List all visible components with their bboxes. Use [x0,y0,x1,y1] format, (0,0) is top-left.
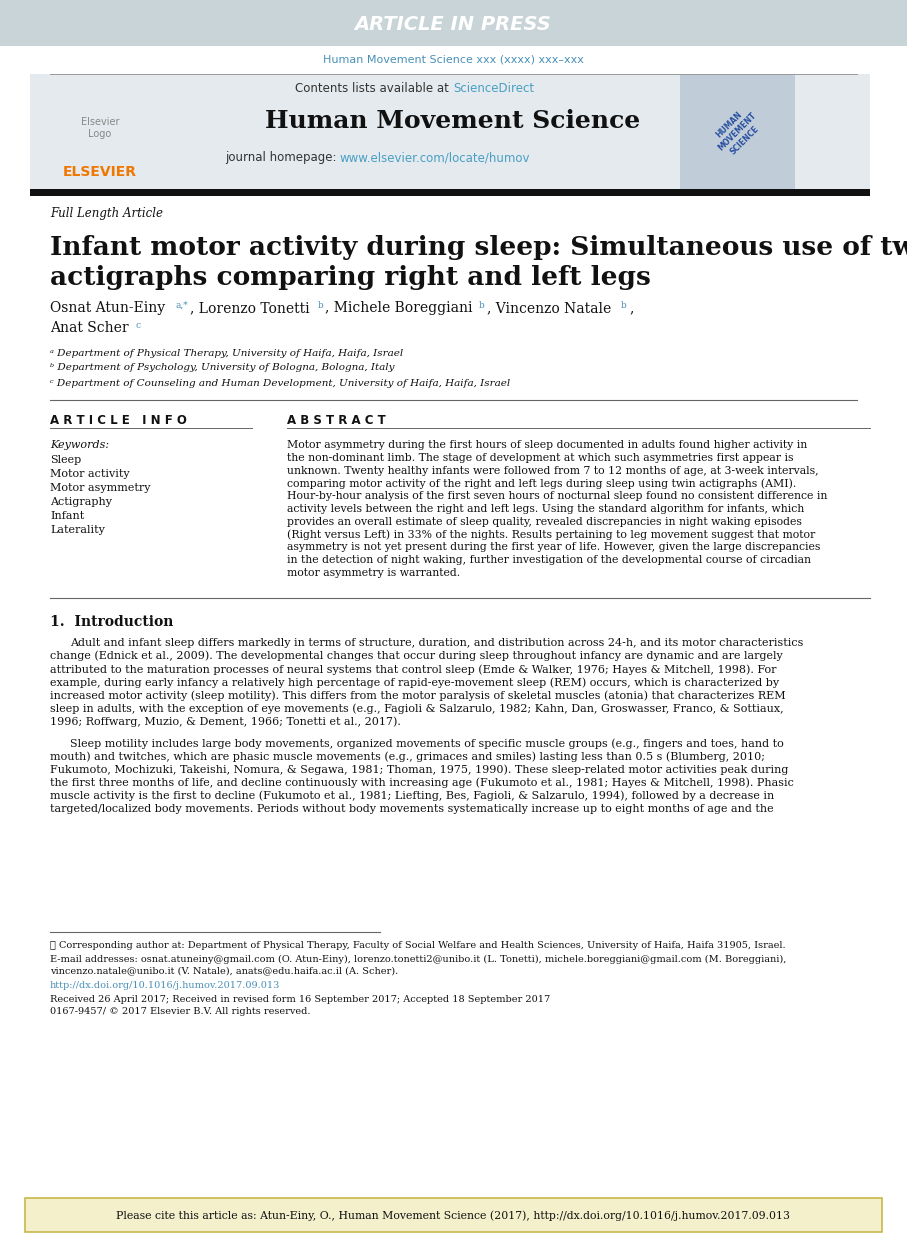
Text: targeted/localized body movements. Periods without body movements systematically: targeted/localized body movements. Perio… [50,805,774,815]
Text: Sleep: Sleep [50,456,82,465]
Text: Human Movement Science xxx (xxxx) xxx–xxx: Human Movement Science xxx (xxxx) xxx–xx… [323,54,583,66]
Text: Infant: Infant [50,511,84,521]
Text: Motor activity: Motor activity [50,469,130,479]
Text: A R T I C L E   I N F O: A R T I C L E I N F O [50,413,187,427]
Text: comparing motor activity of the right and left legs during sleep using twin acti: comparing motor activity of the right an… [287,478,796,489]
Bar [30,189,870,196]
Text: Human Movement Science: Human Movement Science [266,109,640,132]
Text: 0167-9457/ © 2017 Elsevier B.V. All rights reserved.: 0167-9457/ © 2017 Elsevier B.V. All righ… [50,1008,310,1016]
Text: vincenzo.natale@unibo.it (V. Natale), anats@edu.haifa.ac.il (A. Scher).: vincenzo.natale@unibo.it (V. Natale), an… [50,967,398,976]
Text: Please cite this article as: Atun-Einy, O., Human Movement Science (2017), http:: Please cite this article as: Atun-Einy, … [116,1211,790,1221]
Text: Motor asymmetry during the first hours of sleep documented in adults found highe: Motor asymmetry during the first hours o… [287,439,807,449]
Text: 1.  Introduction: 1. Introduction [50,615,173,629]
Text: journal homepage:: journal homepage: [225,151,340,165]
Text: muscle activity is the first to decline (Fukumoto et al., 1981; Liefting, Bes, F: muscle activity is the first to decline … [50,791,775,801]
Text: Sleep motility includes large body movements, organized movements of specific mu: Sleep motility includes large body movem… [70,738,784,749]
Text: b: b [479,301,484,310]
Text: Fukumoto, Mochizuki, Takeishi, Nomura, & Segawa, 1981; Thoman, 1975, 1990). Thes: Fukumoto, Mochizuki, Takeishi, Nomura, &… [50,765,788,775]
Bar [0,0,907,46]
Text: ᵇ Department of Psychology, University of Bologna, Bologna, Italy: ᵇ Department of Psychology, University o… [50,364,395,373]
Text: 1996; Roffwarg, Muzio, & Dement, 1966; Tonetti et al., 2017).: 1996; Roffwarg, Muzio, & Dement, 1966; T… [50,717,401,728]
Text: HUMAN
MOVEMENT
SCIENCE: HUMAN MOVEMENT SCIENCE [708,103,766,161]
Text: Osnat Atun-Einy: Osnat Atun-Einy [50,301,165,314]
Text: Adult and infant sleep differs markedly in terms of structure, duration, and dis: Adult and infant sleep differs markedly … [70,638,804,647]
Text: Laterality: Laterality [50,525,105,535]
Text: ARTICLE IN PRESS: ARTICLE IN PRESS [355,15,551,33]
Text: attributed to the maturation processes of neural systems that control sleep (Emd: attributed to the maturation processes o… [50,664,776,675]
Text: A B S T R A C T: A B S T R A C T [287,413,385,427]
Text: http://dx.doi.org/10.1016/j.humov.2017.09.013: http://dx.doi.org/10.1016/j.humov.2017.0… [50,982,280,990]
Text: c: c [136,321,141,329]
Text: Received 26 April 2017; Received in revised form 16 September 2017; Accepted 18 : Received 26 April 2017; Received in revi… [50,994,551,1004]
Text: www.elsevier.com/locate/humov: www.elsevier.com/locate/humov [340,151,531,165]
Text: ᶜ Department of Counseling and Human Development, University of Haifa, Haifa, Is: ᶜ Department of Counseling and Human Dev… [50,379,511,387]
Text: , Michele Boreggiani: , Michele Boreggiani [325,301,473,314]
Bar [30,74,175,189]
Bar [680,74,795,189]
Text: ,: , [629,301,633,314]
Text: Hour-by-hour analysis of the first seven hours of nocturnal sleep found no consi: Hour-by-hour analysis of the first seven… [287,491,827,501]
Text: change (Ednick et al., 2009). The developmental changes that occur during sleep : change (Ednick et al., 2009). The develo… [50,651,783,661]
Text: Full Length Article: Full Length Article [50,207,163,219]
Text: the first three months of life, and decline continuously with increasing age (Fu: the first three months of life, and decl… [50,777,794,789]
Bar [30,74,870,189]
Text: the non-dominant limb. The stage of development at which such asymmetries first : the non-dominant limb. The stage of deve… [287,453,794,463]
Text: Infant motor activity during sleep: Simultaneous use of two: Infant motor activity during sleep: Simu… [50,235,907,260]
Text: ScienceDirect: ScienceDirect [453,82,534,94]
Text: , Vincenzo Natale: , Vincenzo Natale [487,301,611,314]
Text: in the detection of night waking, further investigation of the developmental cou: in the detection of night waking, furthe… [287,555,811,566]
Text: provides an overall estimate of sleep quality, revealed discrepancies in night w: provides an overall estimate of sleep qu… [287,516,802,527]
Text: (Right versus Left) in 33% of the nights. Results pertaining to leg movement sug: (Right versus Left) in 33% of the nights… [287,530,815,540]
Text: Anat Scher: Anat Scher [50,321,129,335]
Text: Elsevier
Logo: Elsevier Logo [81,118,119,139]
Text: Contents lists available at: Contents lists available at [296,82,453,94]
Text: actigraphs comparing right and left legs: actigraphs comparing right and left legs [50,265,651,291]
Text: increased motor activity (sleep motility). This differs from the motor paralysis: increased motor activity (sleep motility… [50,691,785,701]
Text: unknown. Twenty healthy infants were followed from 7 to 12 months of age, at 3-w: unknown. Twenty healthy infants were fol… [287,465,819,475]
Text: a,*: a,* [175,301,188,310]
Text: Actigraphy: Actigraphy [50,496,112,508]
Text: b: b [318,301,324,310]
Text: motor asymmetry is warranted.: motor asymmetry is warranted. [287,568,460,578]
Text: example, during early infancy a relatively high percentage of rapid-eye-movement: example, during early infancy a relative… [50,677,779,688]
Text: ⋆ Corresponding author at: Department of Physical Therapy, Faculty of Social Wel: ⋆ Corresponding author at: Department of… [50,941,785,950]
Text: sleep in adults, with the exception of eye movements (e.g., Fagioli & Salzarulo,: sleep in adults, with the exception of e… [50,703,784,714]
Text: mouth) and twitches, which are phasic muscle movements (e.g., grimaces and smile: mouth) and twitches, which are phasic mu… [50,751,765,761]
Text: , Lorenzo Tonetti: , Lorenzo Tonetti [190,301,309,314]
Text: activity levels between the right and left legs. Using the standard algorithm fo: activity levels between the right and le… [287,504,805,514]
Text: E-mail addresses: osnat.atuneiny@gmail.com (O. Atun-Einy), lorenzo.tonetti2@unib: E-mail addresses: osnat.atuneiny@gmail.c… [50,954,786,963]
Text: ᵃ Department of Physical Therapy, University of Haifa, Haifa, Israel: ᵃ Department of Physical Therapy, Univer… [50,349,404,358]
Text: b: b [621,301,627,310]
Text: ELSEVIER: ELSEVIER [63,165,137,180]
Text: Keywords:: Keywords: [50,439,109,449]
Text: asymmetry is not yet present during the first year of life. However, given the l: asymmetry is not yet present during the … [287,542,820,552]
FancyBboxPatch shape [25,1198,882,1232]
Text: Motor asymmetry: Motor asymmetry [50,483,151,493]
